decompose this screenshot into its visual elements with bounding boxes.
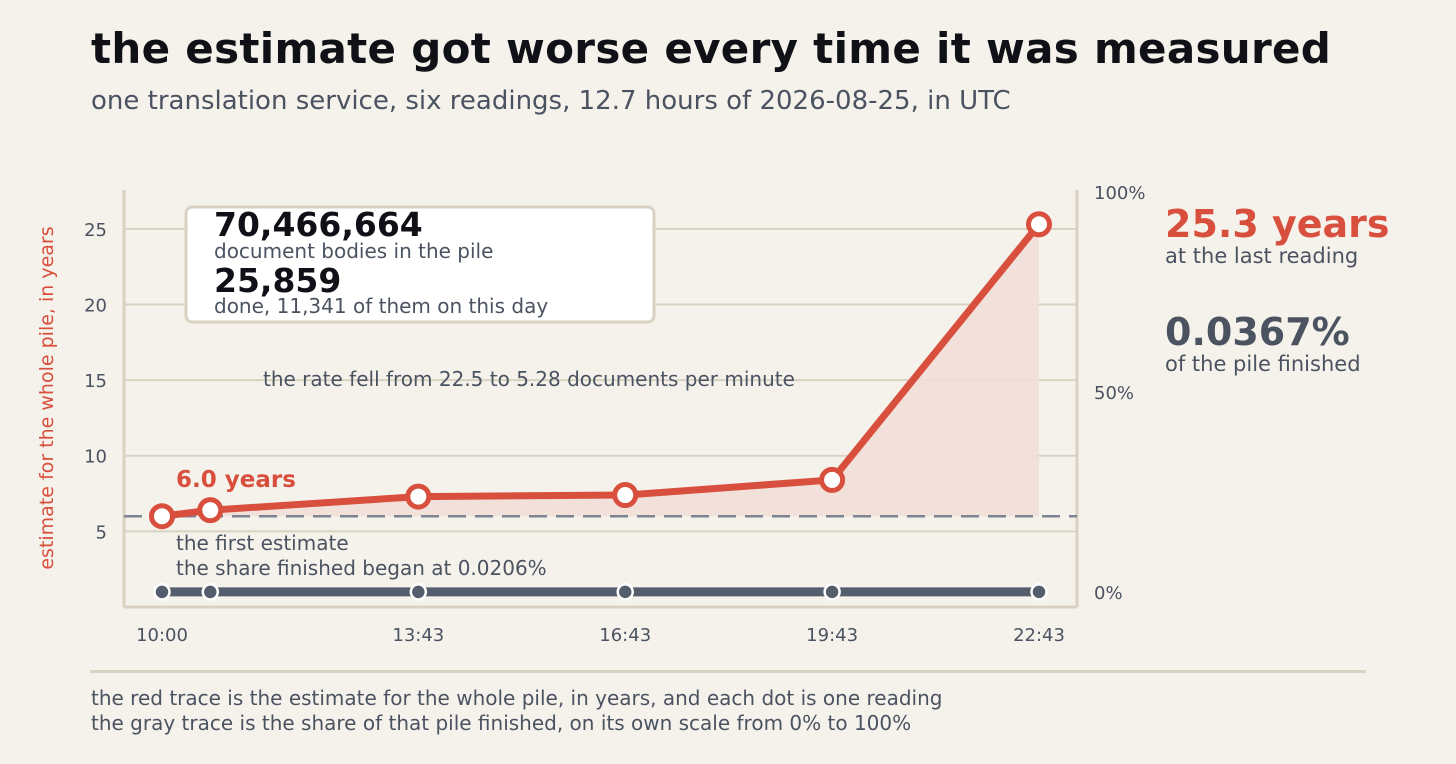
x-tick-label: 13:43 [392,625,444,646]
y-tick-label: 20 [84,295,107,316]
first-value-label: 6.0 years [176,467,296,493]
last-reading-label: at the last reading [1165,244,1359,268]
y2-tick-label: 100% [1094,183,1145,204]
series-layer [149,211,1052,601]
y-tick-label: 15 [84,371,107,392]
share-point [823,583,841,601]
share-finished-label: of the pile finished [1165,352,1361,376]
last-reading-value: 25.3 years [1165,202,1390,246]
rate-note: the rate fell from 22.5 to 5.28 document… [263,367,795,391]
share-finished-value: 0.0367% [1165,310,1350,354]
x-tick-label: 16:43 [599,625,651,646]
share-point [1030,583,1048,601]
info-box: 70,466,664 document bodies in the pile 2… [184,205,656,324]
chart-subtitle: one translation service, six readings, 1… [91,86,1011,116]
estimate-point [149,503,175,530]
info-box-frame [184,205,656,324]
footer-line-2: the gray trace is the share of that pile… [91,711,912,735]
x-tick-label: 22:43 [1013,625,1065,646]
label-layer: 5 10 15 20 25 0% 50% 100% 10:00 13:43 16:43 19:43 22… [84,183,1145,646]
share-point [153,583,171,601]
info-box-total-label: document bodies in the pile [214,239,493,263]
chart-title: the estimate got worse every time it was… [91,24,1332,73]
share-point [201,583,220,601]
info-box-done-label: done, 11,341 of them on this day [214,294,548,318]
footer-divider [90,670,1366,673]
y-tick-label: 10 [84,447,107,468]
x-tick-label: 10:00 [136,625,188,646]
area-fill-layer [124,224,1077,518]
share-point [616,583,634,601]
axes-layer [122,190,1079,609]
y-tick-label: 25 [84,220,107,241]
estimate-point [612,482,639,509]
share-point [409,583,428,601]
share-began-label: the share finished began at 0.0206% [176,556,547,580]
estimate-area [162,224,1039,517]
info-box-done-value: 25,859 [214,261,341,300]
x-tick-label: 19:43 [806,625,858,646]
footer-line-1: the red trace is the estimate for the wh… [91,686,943,710]
y2-tick-label: 0% [1094,583,1123,604]
first-estimate-label: the first estimate [176,531,349,555]
info-box-total-value: 70,466,664 [214,205,423,244]
y-tick-label: 5 [96,522,107,543]
estimate-point [197,497,224,524]
y2-tick-label: 50% [1094,383,1134,404]
estimate-point [405,483,432,510]
y-axis-label: estimate for the whole pile, in years [36,226,58,569]
estimate-point [1026,211,1052,238]
estimate-point [819,466,846,493]
